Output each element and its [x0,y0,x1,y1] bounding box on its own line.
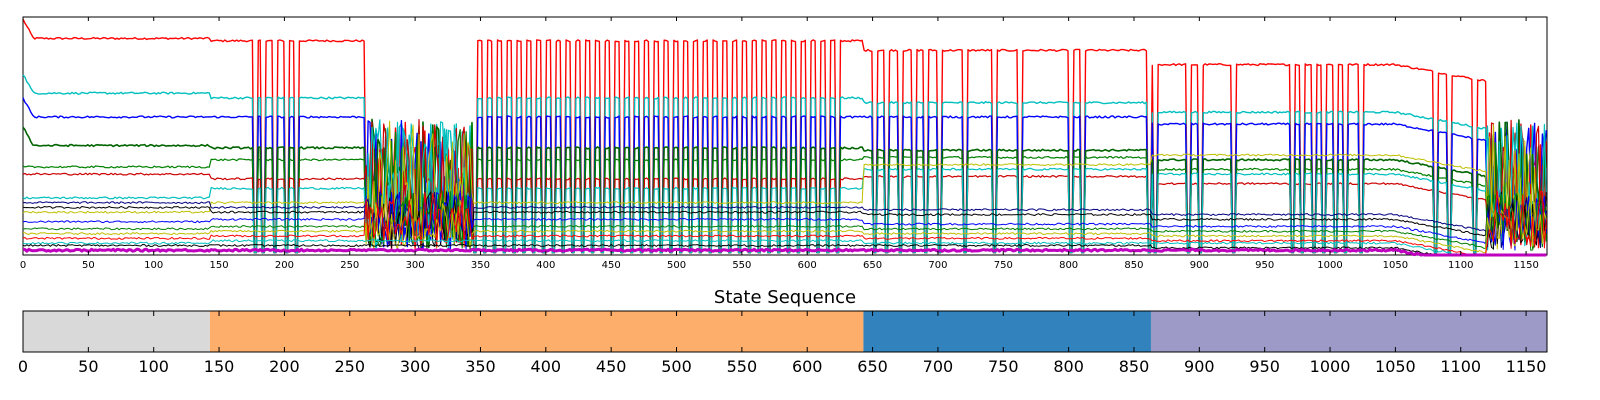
state-sequence-title: State Sequence [714,287,856,308]
signal-line-plot: 0 50 100 150 200 250 300 350 400 450 500 550 600 650 7… [20,16,1548,271]
state-sequence-x-tick-label: 650 [857,357,888,376]
line-plot-x-tick-label: 800 [1059,260,1078,271]
line-plot-x-tick-label: 200 [275,260,294,271]
line-plot-x-axis: 0 50 100 150 200 250 300 350 400 450 500 550 600 650 7… [20,17,1539,271]
line-plot-x-tick-label: 1150 [1513,260,1538,271]
green-low-series [22,190,1547,251]
state-sequence-x-tick-label: 50 [78,357,98,376]
line-plot-x-tick-label: 900 [1190,260,1209,271]
line-plot-x-tick-label: 300 [406,260,425,271]
state-sequence-x-tick-label: 300 [400,357,431,376]
line-plot-x-tick-label: 700 [928,260,947,271]
olive-series [22,120,1547,250]
line-plot-x-tick-label: 350 [471,260,490,271]
state-segments-group [23,311,1547,352]
line-plot-x-tick-label: 0 [20,260,26,271]
line-plot-x-tick-label: 1100 [1448,260,1473,271]
state-segment-4 [1150,311,1547,352]
state-sequence-x-tick-label: 1050 [1375,357,1416,376]
line-plot-x-tick-label: 500 [667,260,686,271]
state-sequence-x-axis: 0 50 100 150 200 250 300 350 400 450 500 550 600 650 7… [18,311,1547,376]
line-plot-x-tick-label: 150 [210,260,229,271]
cyan-low-series [22,239,1547,256]
line-plot-x-tick-label: 950 [1255,260,1274,271]
state-sequence-x-tick-label: 150 [204,357,235,376]
state-segment-1 [23,311,210,352]
line-plot-x-tick-label: 50 [82,260,95,271]
blue-low-series [22,190,1547,251]
line-plot-x-tick-label: 400 [536,260,555,271]
state-sequence-x-tick-label: 900 [1184,357,1215,376]
state-sequence-x-tick-label: 1100 [1440,357,1481,376]
state-sequence-x-tick-label: 850 [1119,357,1150,376]
line-plot-x-tick-label: 250 [340,260,359,271]
state-sequence-x-tick-label: 400 [531,357,562,376]
line-plot-x-tick-label: 1000 [1317,260,1342,271]
line-plot-frame [22,16,1548,256]
line-plot-x-tick-label: 850 [1124,260,1143,271]
navy-series [22,190,1547,250]
line-plot-x-tick-label: 650 [863,260,882,271]
black-series [22,191,1547,250]
state-sequence-x-tick-label: 1000 [1310,357,1351,376]
line-plot-x-tick-label: 550 [732,260,751,271]
state-sequence-x-tick-label: 500 [661,357,692,376]
yellow-low-series [23,192,1547,254]
line-plot-x-tick-label: 600 [798,260,817,271]
state-sequence-x-tick-label: 750 [988,357,1019,376]
state-sequence-x-tick-label: 200 [269,357,300,376]
state-sequence-x-tick-label: 0 [18,357,28,376]
cyan-mid-series [22,119,1547,254]
state-segment-2 [209,311,864,352]
state-sequence-x-tick-label: 350 [465,357,496,376]
red-low-series [22,190,1547,256]
state-sequence-x-tick-label: 600 [792,357,823,376]
line-series-group [22,18,1548,257]
state-sequence-x-tick-label: 950 [1249,357,1280,376]
red-mid-series [22,119,1547,254]
state-sequence-x-tick-label: 550 [727,357,758,376]
state-sequence-frame [22,310,1548,353]
red-top-series [22,18,1547,254]
state-sequence-x-tick-label: 1150 [1506,357,1547,376]
line-plot-x-tick-label: 450 [602,260,621,271]
line-plot-x-tick-label: 1050 [1383,260,1408,271]
state-sequence-plot: State Sequence 0 50 100 150 200 250 300 350 400 4… [18,287,1548,376]
state-segment-3 [863,311,1151,352]
state-sequence-x-tick-label: 700 [923,357,954,376]
blue-series [22,97,1547,254]
magenta-series [22,247,1547,257]
state-sequence-x-tick-label: 450 [596,357,627,376]
black-low-series [22,244,1547,256]
state-sequence-x-tick-label: 100 [138,357,169,376]
dark-green-series [22,118,1548,254]
line-plot-x-tick-label: 100 [144,260,163,271]
state-sequence-x-tick-label: 250 [334,357,365,376]
state-sequence-x-tick-label: 800 [1053,357,1084,376]
line-plot-x-tick-label: 750 [994,260,1013,271]
